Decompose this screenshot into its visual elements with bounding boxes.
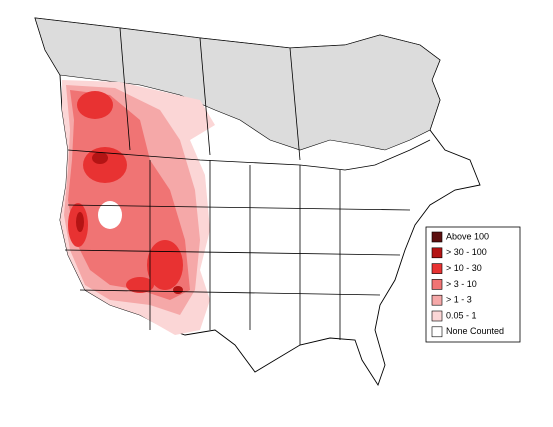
border-line: [64, 204, 411, 296]
legend-label: > 3 - 10: [446, 279, 477, 289]
map: [34, 17, 481, 387]
border-line: [149, 160, 341, 345]
abundance: [60, 80, 215, 335]
legend-label: > 30 - 100: [446, 247, 487, 257]
legend-swatch: [431, 247, 443, 259]
no-data-region: [34, 17, 441, 151]
legend-swatch: [431, 263, 443, 274]
legend-swatch: [431, 279, 443, 290]
legend-label: None Counted: [446, 326, 504, 336]
legend-swatch: [431, 310, 443, 322]
legend-swatch: [431, 326, 443, 338]
legend-swatch: [431, 231, 443, 243]
border-line: [67, 139, 431, 171]
legend-label: 0.05 - 1: [446, 310, 477, 320]
legend-label: Above 100: [446, 231, 489, 241]
legend-label: > 10 - 30: [446, 263, 482, 273]
legend-label: > 1 - 3: [446, 295, 472, 305]
legend: Above 100 > 30 - 100 > 10 - 30 > 3 - 10 > 1 …: [425, 226, 521, 343]
border-line: [119, 27, 301, 161]
legend-swatch: [431, 294, 443, 306]
